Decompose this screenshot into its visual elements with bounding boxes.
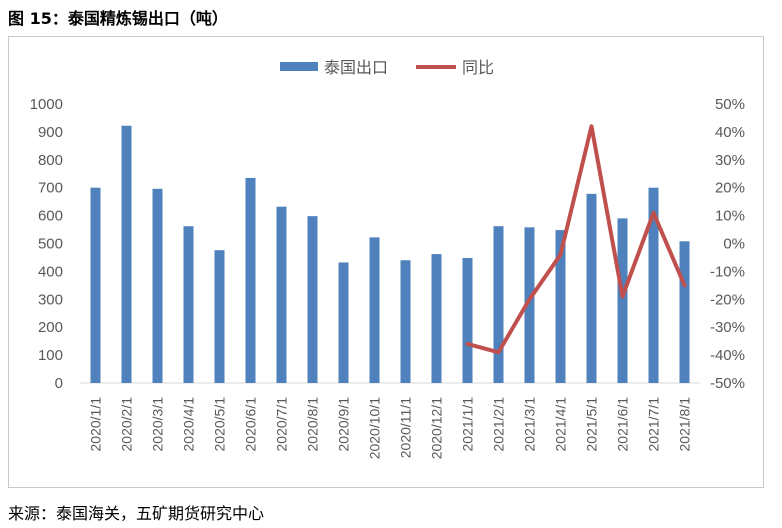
bar: [400, 260, 411, 383]
figure-title: 图 15：泰国精炼锡出口（吨）: [8, 9, 228, 28]
right-tick-label: 20%: [715, 180, 745, 197]
right-tick-label: -20%: [710, 291, 745, 308]
x-axis: 2020/1/1 2020/2/1 2020/3/1 2020/4/1 2020/5/1…: [88, 397, 693, 460]
x-tick-label: 2021/2/1: [491, 397, 507, 452]
legend-label-bar: 泰国出口: [324, 58, 388, 77]
left-tick-label: 800: [38, 152, 63, 169]
left-tick-label: 900: [38, 124, 63, 141]
right-axis: -50% -40% -30% -20% -10% 0% 10% 20% 30% 40% 50%: [710, 96, 745, 392]
legend-label-line: 同比: [462, 58, 494, 77]
left-tick-label: 100: [38, 347, 63, 364]
left-tick-label: 600: [38, 208, 63, 225]
x-tick-label: 2020/1/1: [88, 397, 104, 452]
x-tick-label: 2020/3/1: [150, 397, 166, 452]
left-tick-label: 300: [38, 291, 63, 308]
x-tick-label: 2020/6/1: [243, 397, 259, 452]
right-tick-label: -50%: [710, 375, 745, 392]
right-tick-label: 40%: [715, 124, 745, 141]
right-tick-label: -10%: [710, 263, 745, 280]
x-tick-label: 2021/4/1: [553, 397, 569, 452]
x-tick-label: 2020/7/1: [274, 397, 290, 452]
x-tick-label: 2021/1/1: [460, 397, 476, 452]
bar: [617, 218, 628, 383]
right-tick-label: -30%: [710, 319, 745, 336]
bar: [555, 230, 566, 383]
source-note: 来源：泰国海关，五矿期货研究中心: [8, 504, 265, 523]
left-axis: 0 100 200 300 400 500 600 700 800 900 1000: [30, 96, 63, 392]
right-tick-label: 30%: [715, 152, 745, 169]
right-tick-label: 10%: [715, 208, 745, 225]
bar: [679, 241, 690, 383]
x-tick-label: 2020/2/1: [119, 397, 135, 452]
left-tick-label: 700: [38, 180, 63, 197]
chart-frame: [8, 36, 764, 488]
bar: [152, 188, 163, 383]
left-tick-label: 400: [38, 263, 63, 280]
bar: [121, 125, 132, 384]
x-tick-label: 2020/10/1: [367, 397, 383, 459]
bar: [338, 262, 349, 383]
left-tick-label: 500: [38, 236, 63, 253]
right-tick-label: 50%: [715, 96, 745, 113]
legend: 泰国出口 同比: [280, 58, 494, 77]
bar: [369, 237, 380, 383]
bar: [276, 206, 287, 383]
x-tick-label: 2021/6/1: [615, 397, 631, 452]
bar: [648, 187, 659, 383]
legend-swatch-bar: [280, 62, 318, 71]
x-tick-label: 2020/8/1: [305, 397, 321, 452]
bar: [245, 177, 256, 383]
bar: [214, 250, 225, 383]
bar: [307, 216, 318, 383]
left-tick-label: 200: [38, 319, 63, 336]
x-tick-label: 2020/9/1: [336, 397, 352, 452]
bar: [493, 226, 504, 383]
left-tick-label: 1000: [30, 96, 63, 113]
x-tick-label: 2020/12/1: [429, 397, 445, 459]
x-tick-label: 2020/5/1: [212, 397, 228, 452]
bar: [524, 227, 535, 383]
bar: [431, 254, 442, 383]
x-tick-label: 2021/5/1: [584, 397, 600, 452]
bar: [586, 193, 597, 383]
x-tick-label: 2020/11/1: [398, 397, 414, 458]
right-tick-label: 0%: [723, 236, 745, 253]
bar: [462, 258, 473, 383]
bar: [183, 226, 194, 383]
x-tick-label: 2021/7/1: [646, 397, 662, 452]
x-tick-label: 2020/4/1: [181, 397, 197, 452]
x-tick-label: 2021/3/1: [522, 397, 538, 452]
bar: [90, 187, 101, 383]
x-tick-label: 2021/8/1: [677, 397, 693, 452]
bars: [90, 125, 690, 384]
left-tick-label: 0: [55, 375, 63, 392]
yoy-line: [465, 124, 687, 355]
right-tick-label: -40%: [710, 347, 745, 364]
